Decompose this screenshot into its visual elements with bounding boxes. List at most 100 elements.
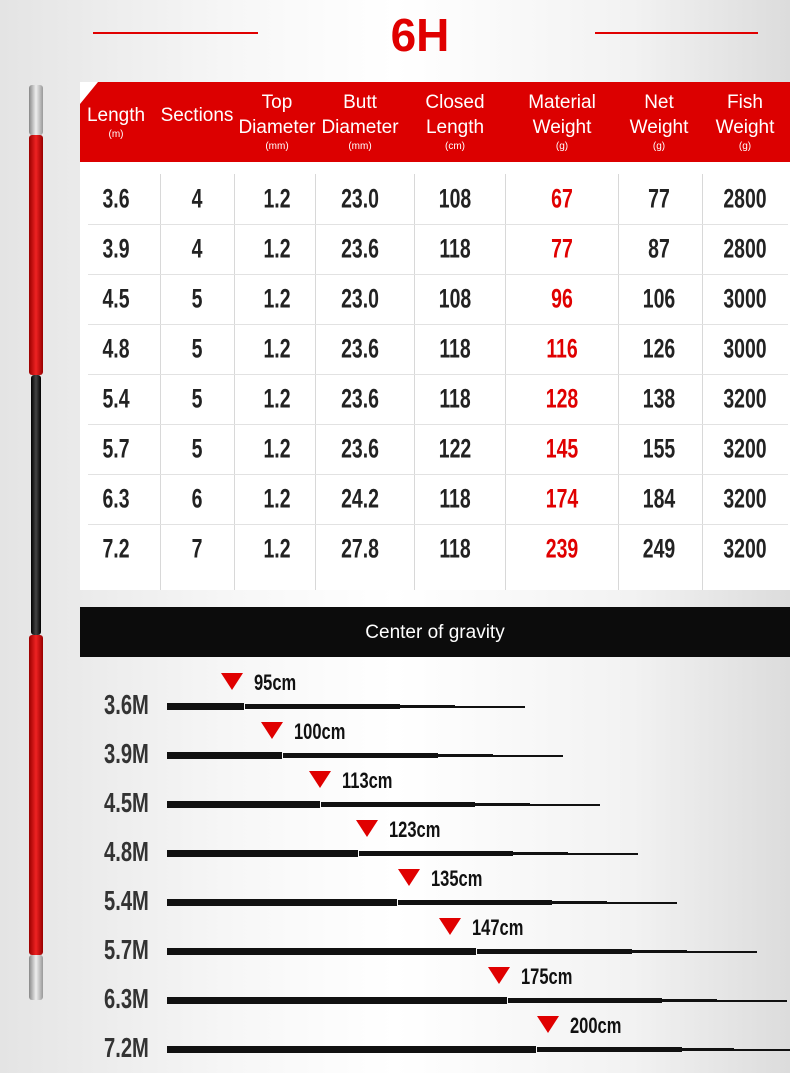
- header-unit: (g): [738, 141, 752, 152]
- table-cell: 155: [642, 433, 676, 464]
- center-of-gravity-value: 113cm: [342, 768, 393, 793]
- center-of-gravity-value: 95cm: [254, 670, 297, 695]
- rod-segment: [167, 752, 282, 759]
- column-header: Top Diameter (mm): [238, 90, 315, 154]
- table-cell: 1.2: [263, 433, 291, 464]
- table-cell: 106: [642, 283, 676, 314]
- rod-segment: [167, 801, 320, 808]
- table-cell: 5: [191, 433, 203, 464]
- column-header: Fish Weight (g): [716, 90, 775, 154]
- table-cell: 23.6: [341, 233, 379, 264]
- table-cell: 7: [191, 533, 203, 564]
- rod-length-label: 3.9M: [104, 738, 149, 769]
- header-top: Top: [261, 92, 293, 113]
- center-of-gravity-marker-icon: [488, 967, 510, 984]
- table-cell: 1.2: [263, 333, 291, 364]
- rod-length-label: 4.8M: [104, 836, 149, 867]
- table-cell: 122: [438, 433, 472, 464]
- center-of-gravity-marker-icon: [309, 771, 331, 788]
- header-unit: (cm): [445, 141, 465, 152]
- table-header: Length (m) Sections Top Diameter (mm) Butt Diam…: [80, 82, 790, 162]
- rod-segment: [661, 999, 717, 1002]
- table-cell: 239: [545, 533, 579, 564]
- table-cell: 1.2: [263, 233, 291, 264]
- table-cell: 77: [551, 233, 573, 264]
- center-of-gravity-marker-icon: [221, 673, 243, 690]
- table-cell: 87: [648, 233, 670, 264]
- rod-segment: [681, 1048, 734, 1051]
- table-cell: 7.2: [102, 533, 130, 564]
- table-cell: 3200: [723, 483, 767, 514]
- page-title: 6H: [390, 9, 450, 61]
- rod-segment: [283, 753, 438, 758]
- table-cell: 23.6: [341, 333, 379, 364]
- column-header: Sections: [161, 103, 234, 128]
- table-cell: 138: [642, 383, 676, 414]
- rod-length-label: 5.4M: [104, 885, 149, 916]
- rod-segment: [167, 948, 476, 955]
- table-cell: 2800: [723, 233, 767, 264]
- rod-tip: [454, 706, 525, 708]
- table-cell: 23.0: [341, 283, 379, 314]
- column-header: Net Weight (g): [630, 90, 689, 154]
- column-divider: [160, 174, 161, 590]
- center-of-gravity-marker-icon: [356, 820, 378, 837]
- header-unit: (mm): [348, 141, 372, 152]
- table-cell: 108: [438, 183, 472, 214]
- table-cell: 126: [642, 333, 676, 364]
- table-cell: 128: [545, 383, 579, 414]
- table-cell: 96: [551, 283, 573, 314]
- center-of-gravity-value: 135cm: [431, 866, 483, 891]
- rod-tip: [492, 755, 563, 757]
- table-cell: 174: [545, 483, 579, 514]
- rod-tip: [530, 804, 600, 806]
- rod-tip: [607, 902, 677, 904]
- row-divider: [88, 524, 788, 525]
- center-of-gravity-value: 147cm: [472, 915, 524, 940]
- header-main: Length: [86, 105, 146, 126]
- rod-segment: [167, 997, 507, 1004]
- table-cell: 6: [191, 483, 203, 514]
- rod-length-label: 7.2M: [104, 1032, 149, 1063]
- row-divider: [88, 274, 788, 275]
- table-cell: 5: [191, 333, 203, 364]
- center-of-gravity-marker-icon: [398, 869, 420, 886]
- rod-segment: [245, 704, 400, 709]
- rod-length-label: 6.3M: [104, 983, 149, 1014]
- rod-tip: [686, 951, 757, 953]
- rod-segment: [630, 950, 687, 953]
- center-of-gravity-value: 175cm: [521, 964, 573, 989]
- table-cell: 6.3: [102, 483, 130, 514]
- table-cell: 1.2: [263, 533, 291, 564]
- table-cell: 184: [642, 483, 676, 514]
- rod-segment: [321, 802, 475, 807]
- column-divider: [414, 174, 415, 590]
- spec-table: Length (m) Sections Top Diameter (mm) Butt Diam…: [80, 82, 790, 590]
- header-unit: (m): [108, 129, 124, 140]
- table-cell: 145: [545, 433, 579, 464]
- table-cell: 3.9: [102, 233, 130, 264]
- rod-segment: [537, 1047, 683, 1052]
- header-top: Fish: [727, 92, 763, 113]
- header-unit: (g): [652, 141, 666, 152]
- header-top: Net: [644, 92, 674, 113]
- table-cell: 5.7: [102, 433, 130, 464]
- center-of-gravity-value: 100cm: [294, 719, 346, 744]
- table-cell: 1.2: [263, 383, 291, 414]
- rod-segment: [436, 754, 493, 757]
- table-cell: 77: [648, 183, 670, 214]
- center-of-gravity-marker-icon: [261, 722, 283, 739]
- title-rule-left: [93, 32, 258, 34]
- table-cell: 24.2: [341, 483, 379, 514]
- rod-segment: [359, 851, 513, 856]
- rod-segment: [398, 705, 455, 708]
- row-divider: [88, 324, 788, 325]
- rod-tip: [734, 1049, 790, 1051]
- table-cell: 1.2: [263, 283, 291, 314]
- rod-length-label: 5.7M: [104, 934, 149, 965]
- header-main: Weight: [629, 117, 689, 138]
- table-cell: 3200: [723, 433, 767, 464]
- row-divider: [88, 424, 788, 425]
- table-cell: 3200: [723, 533, 767, 564]
- rod-length-label: 3.6M: [104, 689, 149, 720]
